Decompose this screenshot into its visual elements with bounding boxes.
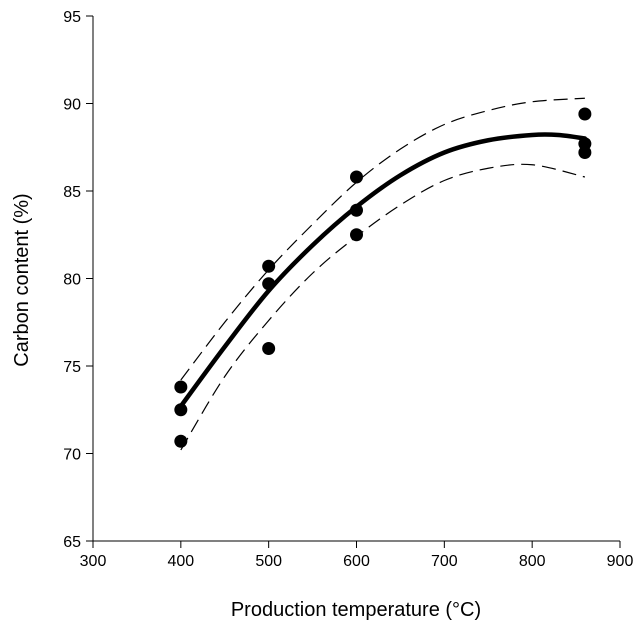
data-point [350,203,363,217]
x-tick-label: 800 [519,553,546,570]
confidence-band-upper [180,97,585,381]
data-point [262,277,276,291]
y-axis-title: Carbon content (%) [11,193,33,366]
x-tick-label: 400 [167,553,194,570]
x-axis-title: Production temperature (°C) [231,599,481,621]
x-tick-label: 300 [80,553,107,570]
plot-area [174,97,592,451]
x-tick-label: 500 [255,553,282,570]
data-point [262,259,276,273]
data-point [174,434,188,448]
data-point [350,170,363,184]
y-tick-label: 75 [63,359,81,376]
fit-curve [178,132,588,409]
y-tick-label: 65 [63,534,81,551]
y-tick-label: 80 [63,272,81,289]
data-point [174,380,188,394]
data-point [578,107,592,121]
x-tick-label: 900 [607,553,634,570]
data-point [174,403,188,417]
confidence-band-lower [180,163,586,451]
x-tick-label: 600 [343,553,370,570]
y-tick-label: 85 [63,184,81,201]
y-tick-labels: 65 70 75 80 85 90 95 [63,9,81,551]
y-tick-label: 70 [63,447,81,464]
y-tick-label: 95 [63,9,81,26]
data-point [578,146,592,159]
y-tick-label: 90 [63,97,81,114]
axes [86,15,621,548]
x-tick-label: 700 [431,553,458,570]
data-point [350,228,363,242]
x-tick-labels: 300 400 500 600 700 800 900 [80,553,634,570]
data-point [262,342,276,355]
